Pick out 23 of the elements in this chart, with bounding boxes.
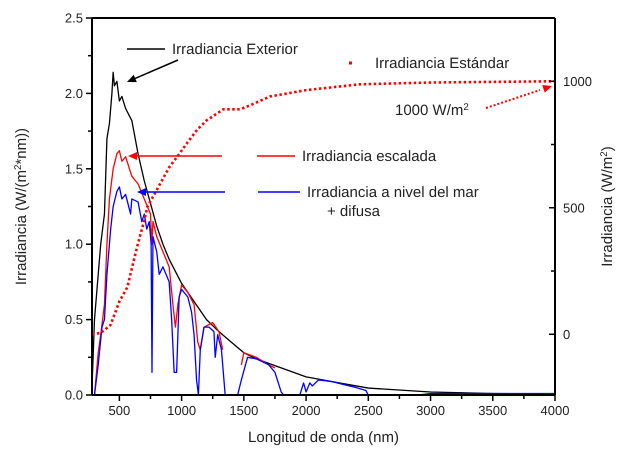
legend-label: Irradiancia Estándar [375,55,510,72]
x-tick-label: 500 [108,403,130,418]
x-tick-label: 1500 [229,403,258,418]
x-tick-label: 3000 [416,403,445,418]
annotation: 1000 W/m$^{2}$ [395,102,469,119]
y2-tick-label: 500 [563,200,585,216]
y-tick-label: 2.0 [64,86,83,101]
x-tick-label: 2500 [354,403,383,418]
x-tick-label: 1000 [167,403,196,418]
y2-tick-label: 0 [563,326,570,342]
y-tick-label: 0.0 [64,388,83,402]
x-tick-label: 4000 [540,403,570,418]
y-tick-label: 1.0 [64,236,83,252]
y-tick-label: 2.5 [64,10,83,26]
x-tick-label: 3500 [478,403,508,418]
x-axis-title: Longitud de onda (nm) [248,429,399,446]
x-tick-label: 2000 [292,403,321,418]
legend-label: Irradiancia a nivel del mar + difusa [307,184,479,220]
legend-label: Irradiancia escalada [302,148,437,165]
y-tick-label: 1.5 [64,161,83,176]
legend-label: Irradiancia Exterior [172,41,298,58]
y2-tick-label: 1000 [563,74,592,89]
y-tick-label: 0.5 [64,312,83,328]
